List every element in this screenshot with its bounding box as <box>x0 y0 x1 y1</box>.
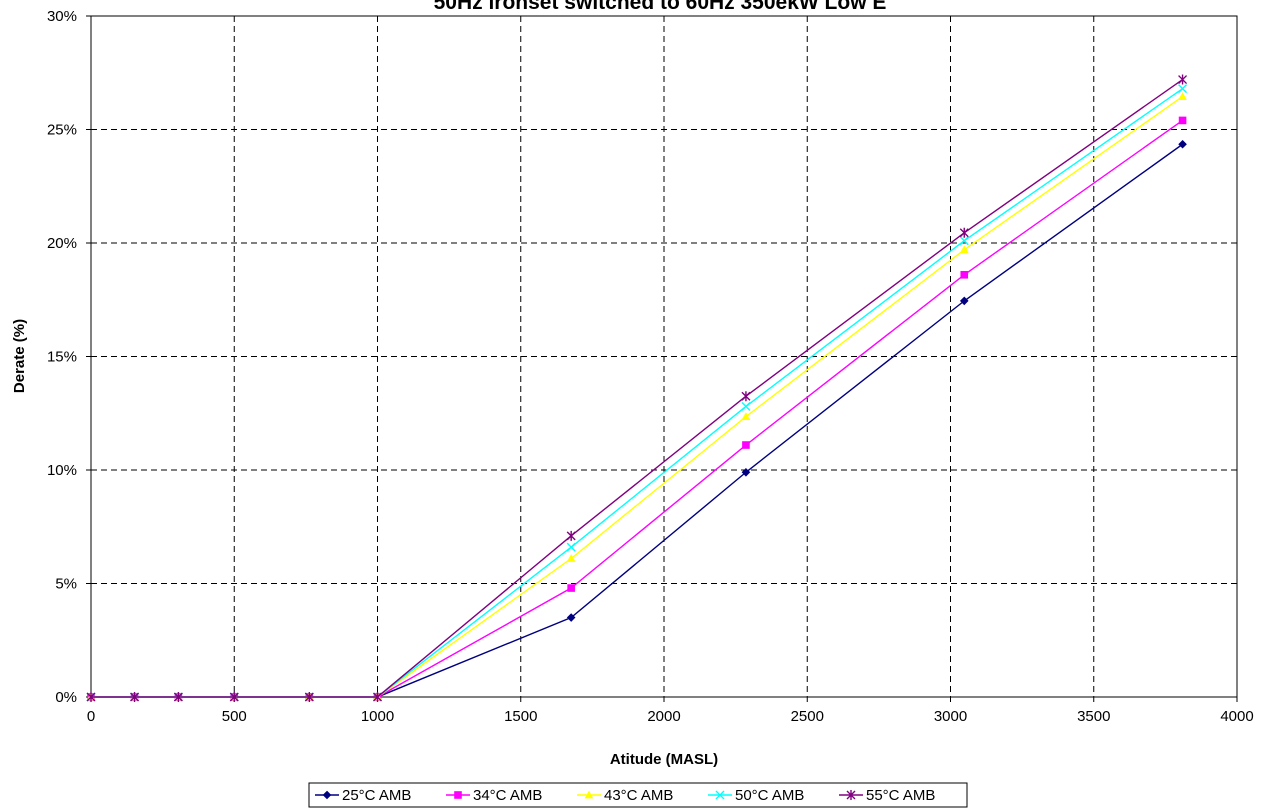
x-tick-label: 3500 <box>1077 708 1110 725</box>
data-point <box>741 467 751 477</box>
data-point <box>742 441 750 449</box>
x-axis-ticks: 0 500 1000 1500 2000 2500 3000 3500 4000 <box>87 697 1254 725</box>
legend-marker <box>322 790 332 800</box>
legend-marker <box>715 790 725 800</box>
data-point <box>567 584 575 592</box>
x-tick-label: 2000 <box>647 708 680 725</box>
x-tick-label: 1500 <box>504 708 537 725</box>
y-axis-ticks: 0% 5% 10% 15% 20% 25% 30% <box>47 8 91 706</box>
data-point <box>741 401 751 411</box>
x-tick-label: 2500 <box>791 708 824 725</box>
data-point <box>959 227 969 238</box>
data-point <box>304 692 314 702</box>
y-tick-label: 20% <box>47 235 77 252</box>
series-line <box>91 78 1183 698</box>
legend-label: 55°C AMB <box>866 787 935 804</box>
legend-marker <box>454 791 462 799</box>
grid <box>91 16 1237 697</box>
data-point <box>960 270 969 279</box>
legend-label: 25°C AMB <box>342 787 411 804</box>
y-tick-label: 15% <box>47 349 77 366</box>
x-axis-label: Atitude (MASL) <box>610 751 718 768</box>
x-tick-label: 0 <box>87 708 95 725</box>
x-tick-label: 3000 <box>934 708 967 725</box>
legend-marker <box>846 790 856 800</box>
data-point <box>566 613 576 622</box>
legend-label: 43°C AMB <box>604 787 673 804</box>
legend-item: 25°C AMB <box>315 787 411 804</box>
y-tick-label: 25% <box>47 122 77 139</box>
legend-label: 50°C AMB <box>735 787 804 804</box>
data-point <box>1178 84 1188 94</box>
data-point <box>373 692 382 702</box>
y-tick-label: 0% <box>55 689 77 706</box>
y-tick-label: 30% <box>47 8 77 25</box>
data-point <box>1178 74 1188 85</box>
legend-label: 34°C AMB <box>473 787 542 804</box>
legend-item: 55°C AMB <box>839 787 935 804</box>
legend-item: 34°C AMB <box>446 787 542 804</box>
data-point <box>566 530 576 541</box>
legend: 25°C AMB 34°C AMB 43°C AMB 50°C AMB 55°C AMB <box>308 782 968 808</box>
legend-item: 50°C AMB <box>708 787 804 804</box>
x-tick-label: 500 <box>222 708 247 725</box>
series-55-c-amb <box>86 74 1188 702</box>
legend-item: 43°C AMB <box>577 787 673 804</box>
x-tick-label: 4000 <box>1220 708 1253 725</box>
data-point <box>173 692 183 702</box>
data-point <box>229 692 239 702</box>
data-point <box>566 542 576 552</box>
data-point <box>741 391 751 402</box>
data-point <box>86 692 96 702</box>
y-tick-label: 5% <box>55 576 77 593</box>
data-point <box>959 296 969 306</box>
data-point <box>130 692 140 702</box>
y-axis-label: Derate (%) <box>11 319 28 393</box>
data-point <box>741 412 751 421</box>
y-tick-label: 10% <box>47 462 77 479</box>
data-point <box>959 236 969 246</box>
data-point <box>1178 116 1187 125</box>
series-group <box>86 74 1188 702</box>
data-point <box>1178 92 1187 100</box>
data-point <box>1178 139 1187 149</box>
data-point <box>566 554 576 562</box>
x-tick-label: 1000 <box>361 708 394 725</box>
legend-marker <box>584 790 594 799</box>
chart-title: 50Hz ironset switched to 60Hz 350ekW Low… <box>434 0 887 14</box>
data-point <box>959 245 969 254</box>
